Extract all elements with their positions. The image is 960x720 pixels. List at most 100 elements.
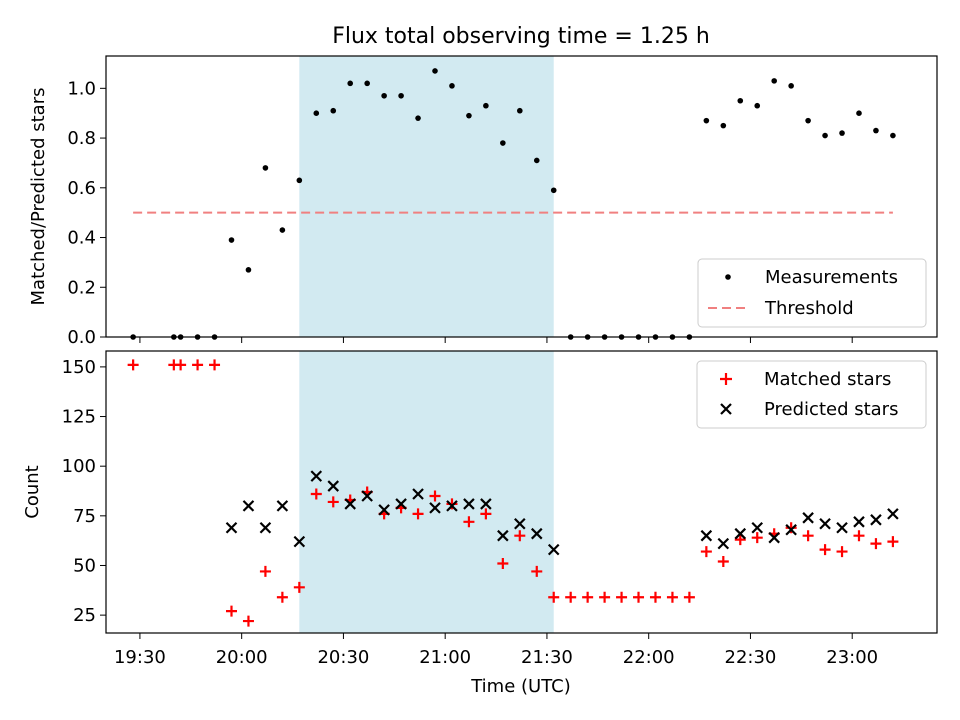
measurement-point: [466, 112, 472, 119]
figure-title: Flux total observing time = 1.25 h: [332, 24, 710, 49]
matched-star-point: [446, 498, 458, 510]
legend-label-measurements: Measurements: [765, 267, 898, 288]
x-tick-label: 22:30: [725, 647, 777, 668]
measurement-point: [364, 80, 370, 87]
bottom-y-tick-label: 25: [73, 605, 96, 626]
count-series: [127, 359, 899, 627]
matched-star-point: [633, 591, 645, 603]
measurement-point: [517, 107, 523, 114]
bottom-shaded-interval: [299, 351, 554, 633]
matched-star-point: [497, 557, 509, 569]
measurement-point: [296, 177, 303, 184]
legend-marker-predicted: [720, 403, 732, 415]
top-y-tick-label: 0.6: [67, 178, 96, 199]
predicted-star-point: [717, 537, 730, 550]
measurement-point: [449, 83, 455, 89]
measurement-point: [483, 102, 489, 109]
predicted-star-point: [768, 531, 780, 544]
top-y-axis-label: Matched/Predicted stars: [28, 88, 49, 306]
measurement-point: [771, 78, 777, 84]
x-tick-label: 21:30: [521, 647, 573, 668]
bottom-y-ticks: 25 50 75 100 125 150: [62, 357, 106, 626]
matched-star-point: [819, 544, 831, 556]
bottom-y-tick-label: 125: [62, 407, 96, 428]
predicted-star-point: [700, 529, 713, 542]
bottom-x-ticks: 19:30 20:00 20:30 21:00 21:30 22:00 22:30 23:00: [114, 633, 878, 668]
measurement-point: [415, 115, 421, 121]
legend-label-predicted: Predicted stars: [764, 399, 898, 420]
top-y-tick-label: 0.8: [67, 128, 96, 149]
predicted-star-point: [751, 521, 764, 534]
matched-star-point: [599, 591, 611, 603]
matched-star-point: [480, 508, 492, 520]
measurement-point: [703, 117, 710, 124]
predicted-star-point: [514, 517, 526, 530]
predicted-star-point: [819, 517, 831, 530]
measurement-point: [788, 83, 794, 89]
bottom-y-tick-label: 150: [62, 357, 96, 378]
measurement-point: [330, 107, 337, 114]
matched-star-point: [666, 591, 678, 603]
legend-marker-measurements: [725, 274, 731, 280]
measurement-point: [313, 110, 320, 116]
x-tick-label: 21:00: [419, 647, 471, 668]
matched-star-point: [175, 359, 187, 371]
matched-star-point: [225, 605, 237, 617]
x-axis-label: Time (UTC): [470, 676, 571, 697]
predicted-star-point: [530, 527, 543, 540]
top-y-ticks: 0.0 0.2 0.4 0.6 0.8 1.0: [67, 78, 106, 348]
matched-star-point: [734, 534, 746, 546]
measurement-point: [533, 157, 540, 164]
measurement-point: [398, 92, 404, 99]
bottom-plot-frame: [105, 350, 938, 634]
x-tick-label: 20:00: [216, 647, 268, 668]
matched-star-point: [785, 522, 797, 534]
measurement-point: [347, 80, 354, 87]
matched-star-point: [802, 530, 814, 542]
matched-star-point: [259, 565, 271, 577]
predicted-star-point: [785, 523, 797, 536]
predicted-star-point: [378, 504, 390, 516]
x-tick-label: 20:30: [317, 647, 369, 668]
top-x-ticks: [139, 337, 853, 343]
predicted-star-point: [276, 500, 289, 512]
measurement-point: [262, 165, 269, 171]
bottom-y-tick-label: 100: [62, 456, 96, 477]
predicted-star-point: [361, 490, 373, 502]
measurement-point: [890, 132, 896, 139]
top-legend: Measurements Threshold: [697, 258, 927, 328]
predicted-star-point: [327, 480, 340, 492]
measurement-point: [500, 140, 506, 146]
predicted-star-point: [836, 521, 848, 534]
measurement-point: [279, 227, 286, 233]
predicted-star-point: [887, 508, 899, 520]
predicted-star-point: [734, 527, 747, 540]
predicted-star-point: [853, 516, 865, 528]
x-tick-label: 19:30: [114, 647, 166, 668]
matched-star-point: [127, 359, 139, 371]
predicted-star-point: [293, 535, 306, 548]
predicted-star-point: [242, 500, 255, 512]
measurement-point: [245, 267, 252, 273]
matched-star-point: [836, 546, 848, 558]
bottom-legend: Matched stars Predicted stars: [696, 360, 927, 429]
matched-star-point: [429, 490, 441, 502]
matched-star-point: [192, 359, 204, 371]
matched-star-point: [209, 359, 221, 371]
matched-star-point: [616, 591, 628, 603]
legend-marker-matched: [720, 373, 732, 385]
matched-star-point: [887, 536, 899, 548]
matched-star-point: [276, 591, 288, 603]
top-plot-frame: [105, 55, 938, 338]
predicted-star-point: [395, 498, 407, 510]
matched-star-point: [582, 591, 594, 603]
matched-star-point: [717, 556, 729, 568]
predicted-star-point: [802, 512, 814, 524]
predicted-star-point: [870, 514, 882, 526]
legend-label-threshold: Threshold: [764, 298, 854, 319]
matched-star-point: [870, 538, 882, 550]
matched-star-point: [751, 532, 763, 544]
legend-label-matched: Matched stars: [764, 369, 891, 390]
top-shaded-interval: [299, 56, 554, 337]
